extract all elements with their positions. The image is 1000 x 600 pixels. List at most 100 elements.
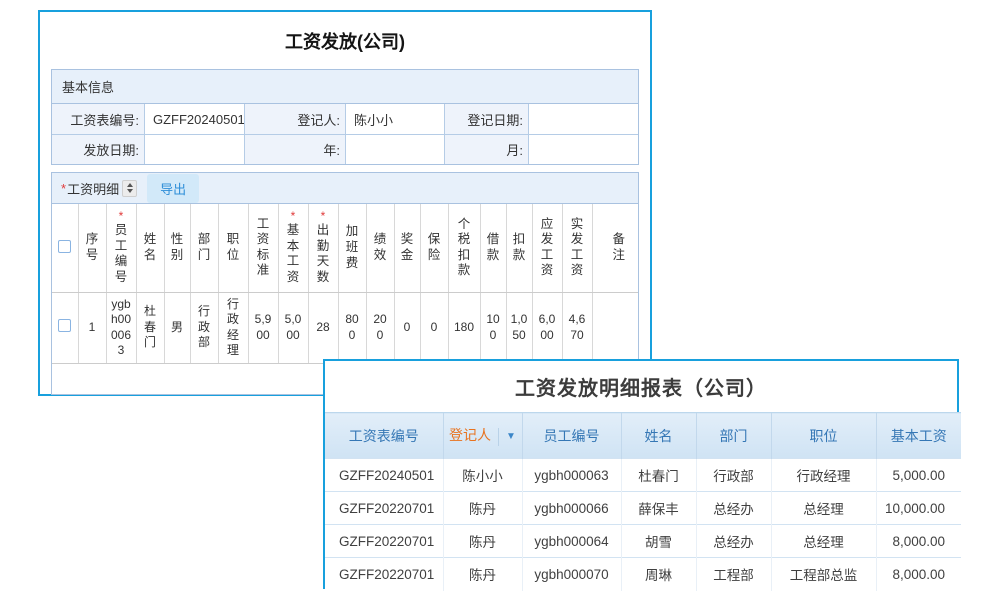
col-deduction: 扣款 bbox=[505, 204, 532, 293]
payroll-no-link[interactable]: GZFF20220701 bbox=[325, 524, 443, 558]
registrant-cell: 陈丹 bbox=[442, 524, 522, 558]
col-seq: 序号 bbox=[77, 204, 106, 293]
position-cell: 工程部总监 bbox=[770, 557, 876, 591]
cell-seq: 1 bbox=[77, 292, 106, 364]
position-cell: 行政经理 bbox=[770, 458, 876, 492]
col-overtime: 加班费 bbox=[337, 204, 366, 293]
col-loan: 借款 bbox=[479, 204, 506, 293]
cell-emp-id: ygbh000063 bbox=[105, 292, 136, 364]
name-link[interactable]: 杜春门 bbox=[620, 458, 696, 492]
report-col-registrant[interactable]: 登记人 ▼ bbox=[442, 412, 522, 459]
emp-id-cell: ygbh000070 bbox=[521, 557, 621, 591]
dept-cell: 工程部 bbox=[695, 557, 771, 591]
issue-date-label: 发放日期: bbox=[52, 134, 144, 164]
salary-detail-table: 序号 * 员工编号 姓名 性别 部门 职位 工资标准 * 基本工资 * 出勤天数 加班… bbox=[52, 204, 638, 364]
report-col-dept[interactable]: 部门 bbox=[695, 412, 771, 459]
col-net-pay: 实发工资 bbox=[561, 204, 592, 293]
base-salary-cell: 8,000.00 bbox=[875, 557, 961, 591]
payroll-no-field[interactable]: GZFF20240501 bbox=[144, 104, 245, 134]
cell-position: 行政经理 bbox=[217, 292, 248, 364]
registrant-cell: 陈丹 bbox=[442, 491, 522, 525]
cell-insurance: 0 bbox=[419, 292, 448, 364]
cell-attendance: 28 bbox=[307, 292, 338, 364]
export-button[interactable]: 导出 bbox=[147, 173, 200, 203]
name-link[interactable]: 胡雪 bbox=[620, 524, 696, 558]
report-col-base-salary[interactable]: 基本工资 bbox=[875, 412, 961, 459]
col-bonus: 奖金 bbox=[393, 204, 420, 293]
col-emp-id: * 员工编号 bbox=[105, 204, 136, 293]
year-field[interactable] bbox=[345, 134, 444, 164]
report-col-payroll-no[interactable]: 工资表编号 bbox=[325, 412, 443, 459]
position-cell: 总经理 bbox=[770, 491, 876, 525]
report-row: GZFF20220701 陈丹 ygbh000066 薛保丰 总经办 总经理 1… bbox=[325, 491, 961, 525]
salary-report-window: 工资发放明细报表（公司） 工资表编号 登记人 ▼ 员工编号 姓名 部门 职位 基本… bbox=[323, 359, 961, 591]
report-header-row: 工资表编号 登记人 ▼ 员工编号 姓名 部门 职位 基本工资 bbox=[325, 412, 961, 459]
cell-deduction: 1,050 bbox=[505, 292, 532, 364]
col-base-salary: * 基本工资 bbox=[277, 204, 308, 293]
cell-base-salary: 5,000 bbox=[277, 292, 308, 364]
report-col-name[interactable]: 姓名 bbox=[620, 412, 696, 459]
cell-tax: 180 bbox=[447, 292, 480, 364]
report-row: GZFF20220701 陈丹 ygbh000070 周琳 工程部 工程部总监 … bbox=[325, 557, 961, 591]
salary-payment-window: 工资发放(公司) 基本信息 工资表编号: GZFF20240501 登记人: 陈… bbox=[38, 10, 652, 396]
sort-caret-icon[interactable]: ▼ bbox=[506, 431, 516, 443]
issue-date-field[interactable] bbox=[144, 134, 244, 164]
report-table: 工资表编号 登记人 ▼ 员工编号 姓名 部门 职位 基本工资 GZFF202405… bbox=[325, 412, 961, 591]
month-field[interactable] bbox=[528, 134, 638, 164]
payroll-no-link[interactable]: GZFF20220701 bbox=[325, 491, 443, 525]
detail-header-row: 序号 * 员工编号 姓名 性别 部门 职位 工资标准 * 基本工资 * 出勤天数 加班… bbox=[52, 204, 638, 293]
required-mark: * bbox=[61, 180, 67, 196]
row-checkbox[interactable] bbox=[58, 318, 72, 332]
row-select-cell bbox=[52, 292, 78, 364]
reg-date-label: 登记日期: bbox=[444, 104, 528, 134]
emp-id-cell: ygbh000063 bbox=[521, 458, 621, 492]
select-all-checkbox[interactable] bbox=[58, 239, 72, 253]
col-dept: 部门 bbox=[189, 204, 218, 293]
header-separator bbox=[498, 427, 500, 446]
cell-remark bbox=[591, 292, 638, 364]
basic-info-panel: 基本信息 工资表编号: GZFF20240501 登记人: 陈小小 登记日期: … bbox=[51, 69, 639, 165]
year-label: 年: bbox=[244, 134, 345, 164]
cell-bonus: 0 bbox=[393, 292, 420, 364]
col-tax: 个税扣款 bbox=[447, 204, 480, 293]
col-salary-std: 工资标准 bbox=[247, 204, 278, 293]
report-title: 工资发放明细报表（公司） bbox=[515, 378, 767, 400]
detail-data-row: 1 ygbh000063 杜春门 男 行政部 行政经理 5,900 5,000 … bbox=[52, 292, 638, 364]
emp-id-cell: ygbh000064 bbox=[521, 524, 621, 558]
registrant-cell: 陈丹 bbox=[442, 557, 522, 591]
select-all-cell bbox=[52, 204, 78, 293]
registrant-field[interactable]: 陈小小 bbox=[345, 104, 444, 134]
payroll-no-link[interactable]: GZFF20240501 bbox=[325, 458, 443, 492]
base-salary-cell: 5,000.00 bbox=[875, 458, 961, 492]
basic-info-form: 工资表编号: GZFF20240501 登记人: 陈小小 登记日期: 发放日期:… bbox=[52, 104, 638, 164]
dept-cell: 行政部 bbox=[695, 458, 771, 492]
cell-salary-std: 5,900 bbox=[247, 292, 278, 364]
col-position: 职位 bbox=[217, 204, 248, 293]
cell-overtime: 800 bbox=[337, 292, 366, 364]
cell-performance: 200 bbox=[365, 292, 394, 364]
position-cell: 总经理 bbox=[770, 524, 876, 558]
sort-spinner-icon[interactable] bbox=[122, 179, 138, 197]
payroll-no-link[interactable]: GZFF20220701 bbox=[325, 557, 443, 591]
col-insurance: 保险 bbox=[419, 204, 448, 293]
salary-detail-title: 工资明细 bbox=[67, 181, 120, 197]
name-link[interactable]: 薛保丰 bbox=[620, 491, 696, 525]
cell-gender: 男 bbox=[163, 292, 190, 364]
cell-loan: 100 bbox=[479, 292, 506, 364]
base-salary-cell: 10,000.00 bbox=[875, 491, 961, 525]
report-col-position[interactable]: 职位 bbox=[770, 412, 876, 459]
page-title: 工资发放(公司) bbox=[285, 31, 405, 52]
col-performance: 绩效 bbox=[365, 204, 394, 293]
col-remark: 备注 bbox=[591, 204, 638, 293]
col-name: 姓名 bbox=[135, 204, 164, 293]
reg-date-field[interactable] bbox=[528, 104, 638, 134]
report-col-emp-id[interactable]: 员工编号 bbox=[521, 412, 621, 459]
base-salary-cell: 8,000.00 bbox=[875, 524, 961, 558]
report-row: GZFF20240501 陈小小 ygbh000063 杜春门 行政部 行政经理… bbox=[325, 458, 961, 492]
report-row: GZFF20220701 陈丹 ygbh000064 胡雪 总经办 总经理 8,… bbox=[325, 524, 961, 558]
name-link[interactable]: 周琳 bbox=[620, 557, 696, 591]
payroll-no-label: 工资表编号: bbox=[52, 104, 144, 134]
cell-dept: 行政部 bbox=[189, 292, 218, 364]
cell-payable: 6,000 bbox=[531, 292, 562, 364]
dept-cell: 总经办 bbox=[695, 524, 771, 558]
